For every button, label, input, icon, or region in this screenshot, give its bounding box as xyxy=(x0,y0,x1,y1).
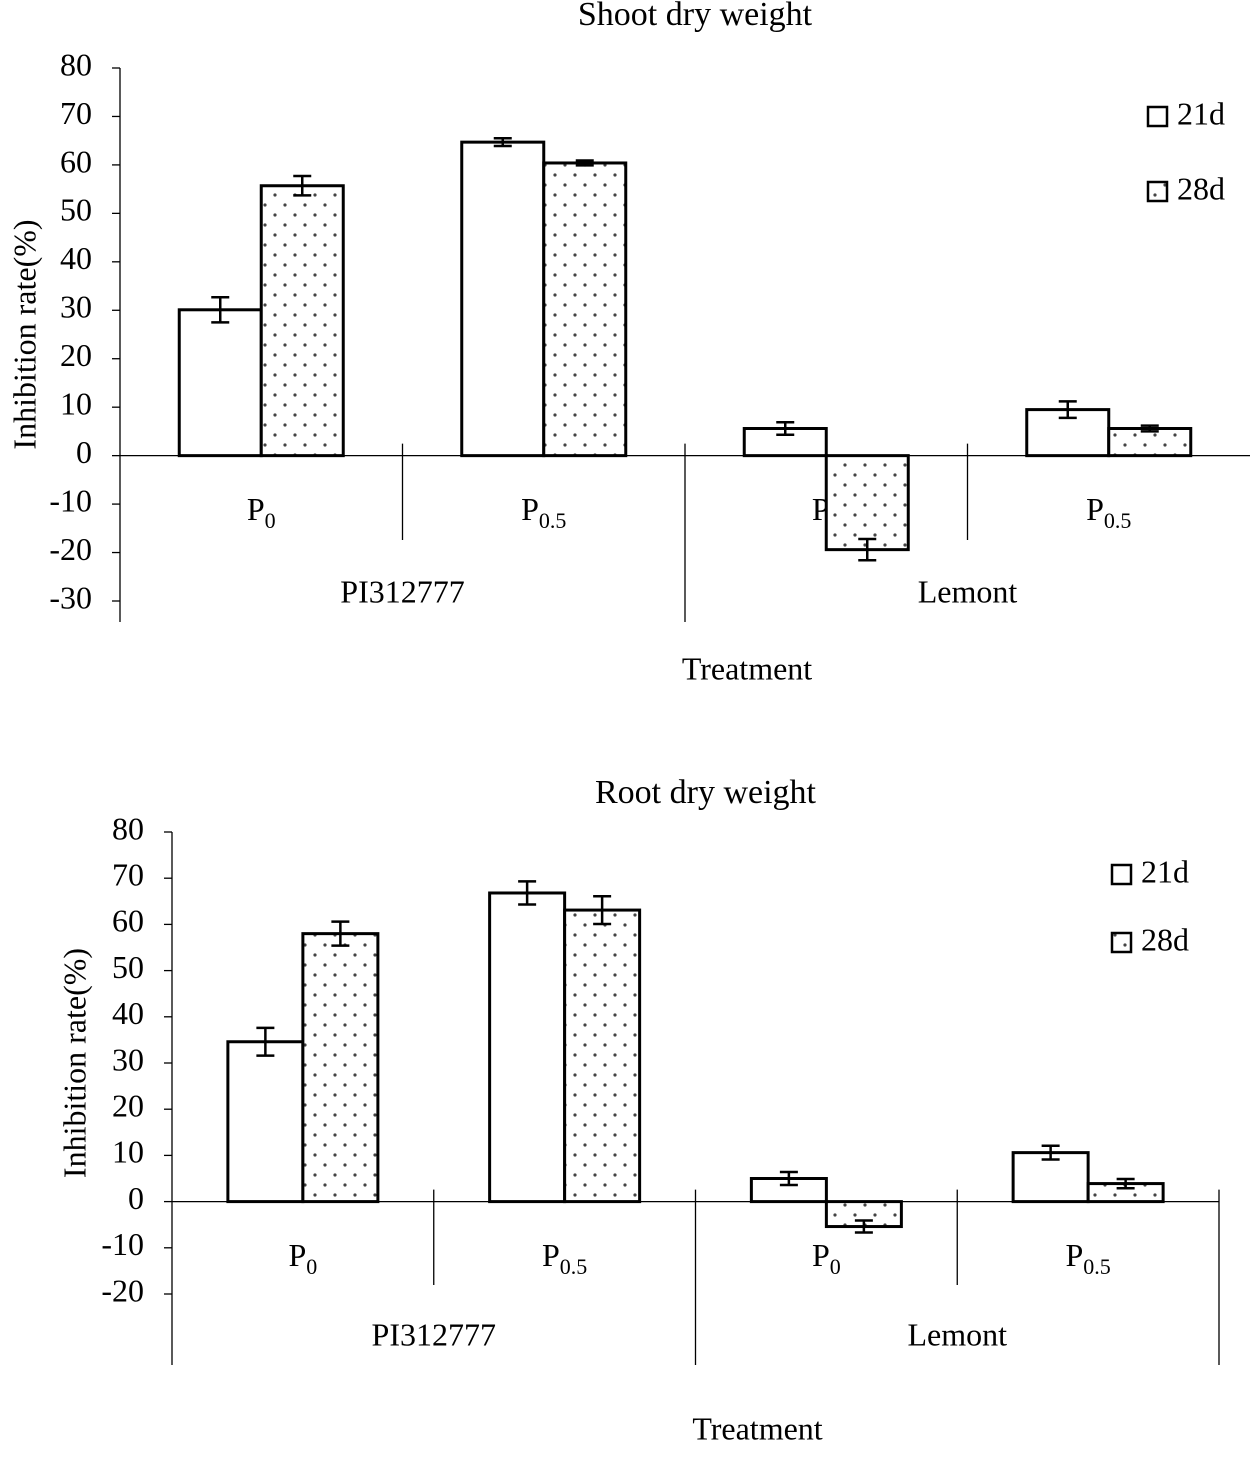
y-tick-label: 0 xyxy=(128,1180,144,1216)
error-bar xyxy=(493,137,512,148)
category-base: P xyxy=(521,491,539,527)
group-label: Lemont xyxy=(907,1316,1007,1352)
bar xyxy=(542,161,628,458)
y-axis-label: Inhibition rate(%) xyxy=(6,219,42,449)
chart-title: Shoot dry weight xyxy=(578,0,813,33)
category-sub: 0.5 xyxy=(539,508,567,533)
category-base: P xyxy=(247,491,265,527)
category-base: P xyxy=(1065,1237,1083,1273)
category-base: P xyxy=(542,1237,560,1273)
error-bar xyxy=(776,420,795,437)
y-tick-label: 30 xyxy=(60,289,92,325)
error-bar xyxy=(593,894,612,926)
group-label: Lemont xyxy=(918,573,1018,609)
y-tick-label: 70 xyxy=(112,857,144,893)
category-sub: 0 xyxy=(830,1254,841,1279)
legend-swatch xyxy=(1110,863,1133,886)
x-tick-label: P0.5 xyxy=(521,491,566,533)
bar xyxy=(226,1040,305,1204)
y-tick-label: 50 xyxy=(60,192,92,228)
bar xyxy=(177,308,263,458)
bar xyxy=(460,140,546,458)
y-tick-label: -20 xyxy=(49,531,92,567)
error-bar xyxy=(518,880,537,906)
y-tick-label: -10 xyxy=(101,1226,144,1262)
error-bar xyxy=(293,174,312,197)
bar xyxy=(563,908,642,1204)
error-bar xyxy=(858,537,877,562)
y-tick-label: -10 xyxy=(49,482,92,518)
bar xyxy=(259,184,345,458)
y-tick-label: 60 xyxy=(60,143,92,179)
x-axis-label: Treatment xyxy=(692,1410,822,1446)
y-tick-label: -20 xyxy=(101,1272,144,1308)
y-tick-label: 20 xyxy=(112,1088,144,1124)
y-tick-label: 80 xyxy=(112,810,144,846)
y-tick-label: 0 xyxy=(76,434,92,470)
y-tick-label: 10 xyxy=(112,1134,144,1170)
group-label: PI312777 xyxy=(372,1316,496,1352)
error-bar xyxy=(1041,1144,1060,1161)
y-tick-label: 20 xyxy=(60,337,92,373)
x-tick-label: P0.5 xyxy=(1065,1237,1110,1279)
error-bar xyxy=(575,159,594,167)
legend-swatch xyxy=(1110,931,1133,954)
x-axis-label: Treatment xyxy=(682,650,812,686)
error-bar xyxy=(331,920,350,947)
legend-label: 21d xyxy=(1141,853,1189,889)
bar xyxy=(301,932,380,1204)
category-base: P xyxy=(1086,491,1104,527)
x-tick-label: P0 xyxy=(247,491,276,533)
error-bar xyxy=(1116,1177,1135,1190)
x-tick-label: P0 xyxy=(288,1237,317,1279)
error-bar xyxy=(854,1219,873,1234)
category-sub: 0 xyxy=(306,1254,317,1279)
error-bar xyxy=(211,295,230,324)
x-tick-label: P0.5 xyxy=(542,1237,587,1279)
chart-title: Root dry weight xyxy=(595,774,817,811)
error-bar xyxy=(1140,424,1159,433)
category-sub: 0.5 xyxy=(560,1254,588,1279)
x-tick-label: P0.5 xyxy=(1086,491,1131,533)
category-sub: 0.5 xyxy=(1083,1254,1111,1279)
y-tick-label: 80 xyxy=(60,46,92,82)
category-sub: 0.5 xyxy=(1104,508,1132,533)
y-tick-label: 30 xyxy=(112,1041,144,1077)
error-bar xyxy=(256,1026,275,1057)
category-sub: 0 xyxy=(265,508,276,533)
legend-label: 28d xyxy=(1177,170,1225,206)
bar xyxy=(824,454,910,552)
category-base: P xyxy=(288,1237,306,1273)
group-label: PI312777 xyxy=(340,573,464,609)
x-tick-label: P0 xyxy=(812,1237,841,1279)
error-bar xyxy=(1058,400,1077,420)
y-tick-label: -30 xyxy=(49,579,92,615)
category-base: P xyxy=(812,1237,830,1273)
y-axis-label: Inhibition rate(%) xyxy=(56,948,92,1178)
y-tick-label: 10 xyxy=(60,386,92,422)
y-tick-label: 50 xyxy=(112,949,144,985)
legend-label: 21d xyxy=(1177,95,1225,131)
y-tick-label: 40 xyxy=(112,995,144,1031)
bar xyxy=(488,891,567,1204)
legend-swatch xyxy=(1146,105,1169,128)
y-tick-label: 40 xyxy=(60,240,92,276)
legend-label: 28d xyxy=(1141,921,1189,957)
y-tick-label: 60 xyxy=(112,903,144,939)
bar xyxy=(1107,427,1193,458)
y-tick-label: 70 xyxy=(60,95,92,131)
legend-swatch xyxy=(1146,180,1169,203)
error-bar xyxy=(779,1170,798,1187)
